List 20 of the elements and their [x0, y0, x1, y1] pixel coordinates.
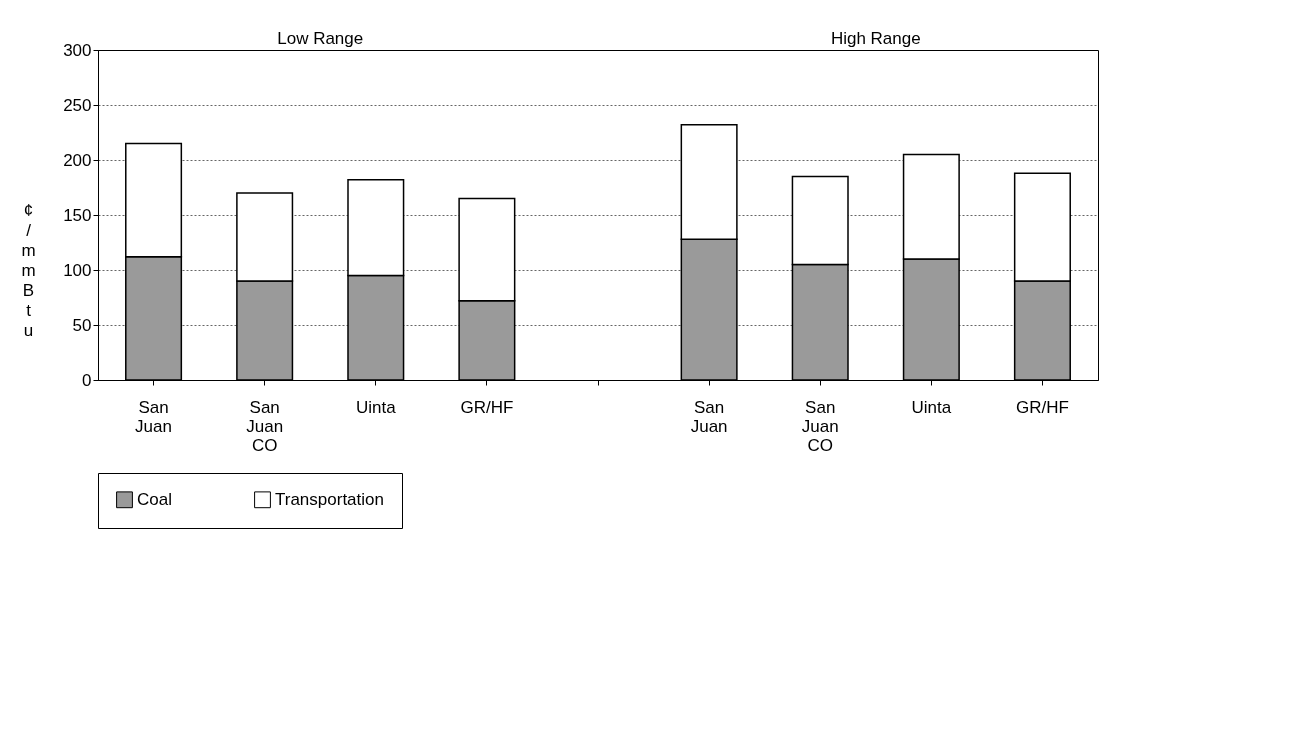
y-tick-label: 50	[72, 315, 92, 335]
x-tick-label: San Juan	[135, 397, 172, 436]
x-tick-label: GR/HF	[1016, 397, 1069, 417]
legend-label: Transportation	[275, 489, 384, 509]
x-tick-label: Uinta	[911, 397, 952, 417]
x-tick-label: San Juan	[690, 397, 728, 436]
legend-label: Coal	[137, 489, 172, 509]
x-tick-label: San Juan CO	[246, 397, 284, 455]
y-tick-label: 250	[63, 95, 92, 115]
y-tick-label: 0	[82, 370, 92, 390]
y-tick-label: 200	[63, 150, 92, 170]
x-tick-label: San Juan CO	[801, 397, 839, 455]
text: Low Range	[277, 29, 364, 48]
x-tick-label: GR/HF	[460, 397, 514, 417]
text: High Range	[830, 29, 921, 48]
x-tick-label: Uinta	[355, 397, 397, 417]
y-tick-label: 100	[63, 260, 92, 280]
y-tick-label: 150	[63, 205, 92, 225]
y-axis-title: ¢/mmBtu	[21, 200, 36, 340]
y-tick-label: 300	[63, 40, 92, 60]
